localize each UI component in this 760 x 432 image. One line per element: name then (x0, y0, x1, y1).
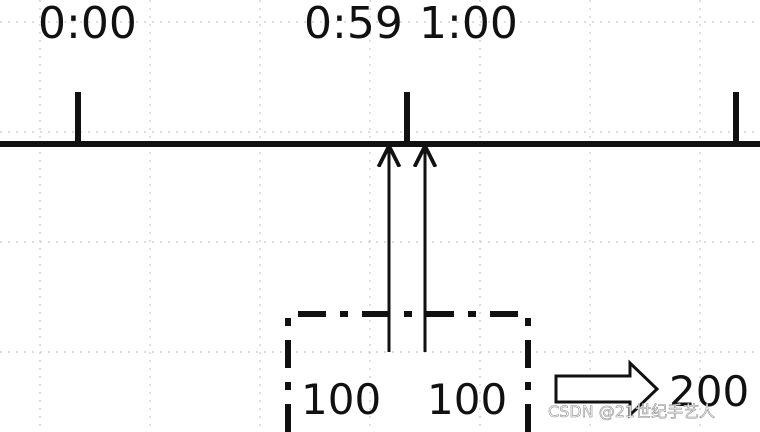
window-value-right: 100 (427, 375, 507, 424)
time-label-minute: 1:00 (419, 0, 518, 49)
watermark-text: CSDN @21世纪手艺人 (548, 402, 715, 421)
window-value-left: 100 (301, 375, 381, 424)
time-label-start: 0:00 (38, 0, 137, 49)
time-label-before-minute: 0:59 (304, 0, 403, 49)
sliding-window-box (285, 311, 531, 432)
result-arrow-icon (554, 359, 660, 419)
result-value: 200 (669, 367, 749, 416)
